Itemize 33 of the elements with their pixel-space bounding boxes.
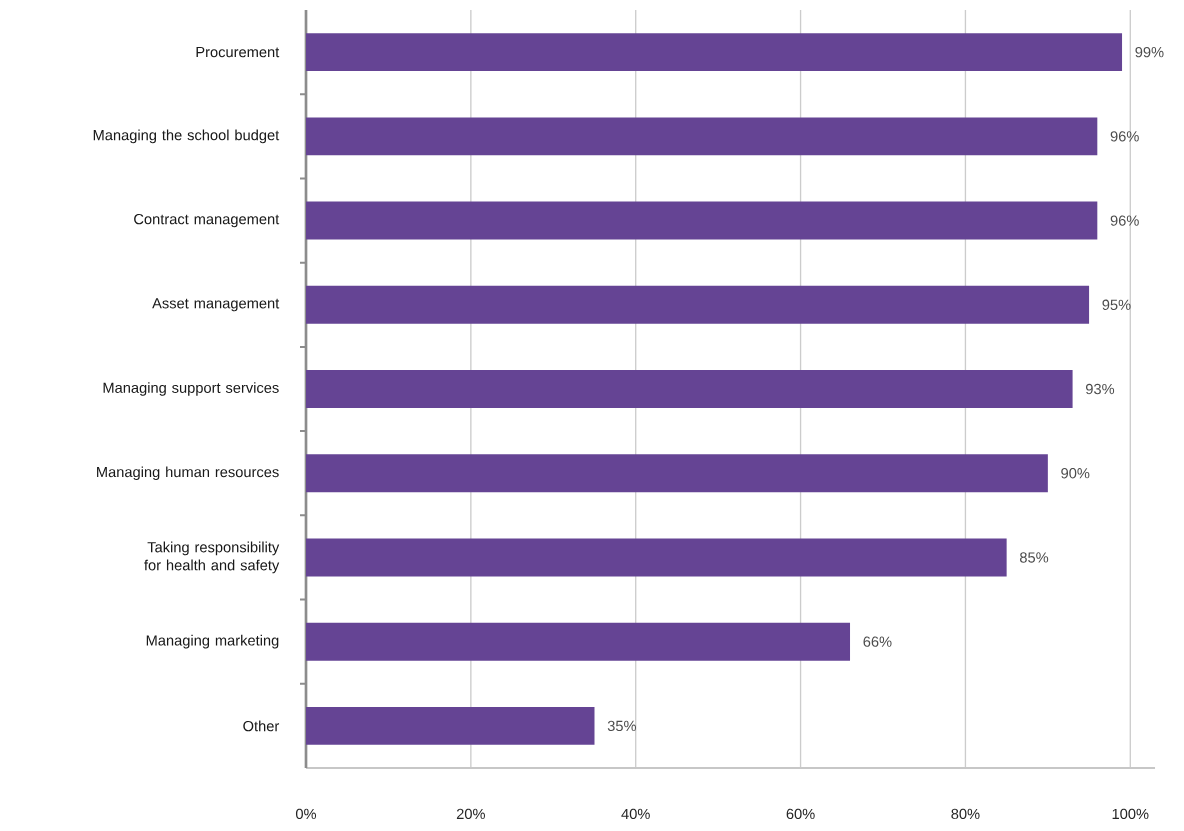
- bar: [306, 454, 1048, 493]
- y-tick-label: Managing marketing: [146, 634, 279, 649]
- x-tick-label: 0%: [295, 808, 317, 820]
- y-tick-label: Managing the school budget: [93, 129, 280, 144]
- x-tick-label: 80%: [951, 808, 980, 820]
- y-tick-label: Taking responsibility for health and safety: [144, 541, 280, 574]
- x-tick-label: 20%: [456, 808, 485, 820]
- y-tick-label: Asset management: [152, 298, 280, 312]
- data-label: 99%: [1135, 46, 1164, 58]
- x-tick-label: 100%: [1112, 808, 1149, 820]
- bar: [306, 706, 595, 745]
- data-label: 96%: [1110, 131, 1139, 142]
- y-tick-label: Contract management: [134, 213, 280, 228]
- y-tick-label: Other: [243, 720, 280, 732]
- bar: [306, 370, 1073, 408]
- data-label: 95%: [1102, 299, 1131, 310]
- bar: [306, 33, 1123, 72]
- x-tick-label: 40%: [621, 808, 650, 820]
- y-tick-label: Managing human resources: [97, 466, 279, 481]
- bar: [306, 117, 1098, 156]
- data-label: 90%: [1061, 468, 1090, 479]
- y-tick-label: Managing support services: [103, 382, 279, 396]
- data-label: 93%: [1085, 383, 1115, 395]
- bar: [306, 285, 1090, 324]
- bar: [306, 538, 1007, 577]
- data-label: 35%: [607, 720, 637, 732]
- data-label: 66%: [863, 636, 892, 647]
- data-label: 85%: [1019, 552, 1049, 563]
- data-label: 96%: [1110, 215, 1139, 226]
- bar: [306, 622, 851, 661]
- x-tick-label: 60%: [786, 808, 815, 820]
- bar: [306, 201, 1098, 240]
- y-tick-label: Procurement: [196, 47, 280, 58]
